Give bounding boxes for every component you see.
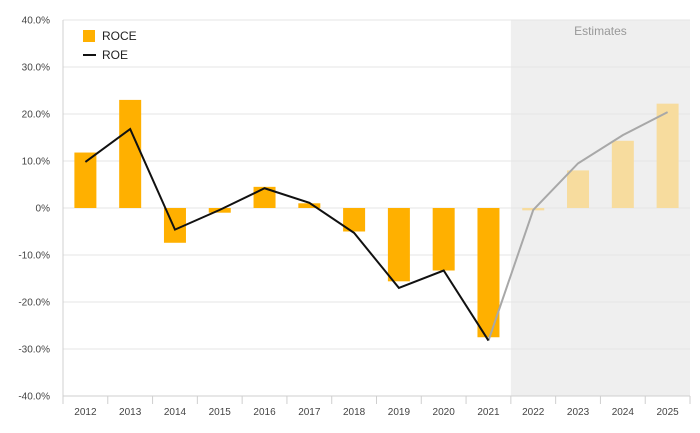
x-tick-label: 2016 <box>253 407 276 418</box>
roce-bar <box>119 99 142 208</box>
legend: ROCE ROE <box>83 29 137 62</box>
x-tick-label: 2019 <box>388 407 411 418</box>
y-tick-label: 10.0% <box>22 157 50 168</box>
x-tick-label: 2014 <box>164 407 187 418</box>
roce-bar <box>387 208 410 282</box>
y-tick-label: 20.0% <box>22 110 50 121</box>
x-tick-label: 2022 <box>522 407 545 418</box>
legend-label-roe: ROE <box>102 48 128 62</box>
x-tick-label: 2020 <box>433 407 456 418</box>
y-tick-label: -30.0% <box>18 345 50 356</box>
y-tick-label: 0% <box>36 204 51 215</box>
x-tick-label: 2023 <box>567 407 590 418</box>
x-tick-label: 2024 <box>612 407 635 418</box>
estimates-label: Estimates <box>574 24 627 38</box>
roce-bar <box>343 208 366 232</box>
roce-bar <box>253 186 276 208</box>
x-tick-label: 2021 <box>477 407 500 418</box>
roce-bar <box>656 103 679 208</box>
roce-bar <box>298 203 321 208</box>
y-tick-label: 30.0% <box>22 63 50 74</box>
roe-line <box>84 111 669 342</box>
y-tick-label: -40.0% <box>18 392 50 403</box>
x-tick-label: 2025 <box>656 407 679 418</box>
y-axis: 40.0% 30.0% 20.0% 10.0% 0% -10.0% -20.0% -30.0%… <box>18 16 64 403</box>
x-tick-label: 2015 <box>209 407 232 418</box>
roce-bar <box>567 170 590 208</box>
legend-label-roce: ROCE <box>102 29 137 43</box>
y-tick-label: 40.0% <box>22 16 50 27</box>
legend-swatch-roce <box>83 30 95 42</box>
x-tick-label: 2017 <box>298 407 321 418</box>
x-tick-label: 2012 <box>74 407 97 418</box>
roe-line-actual <box>84 127 490 342</box>
y-tick-label: -10.0% <box>18 251 50 262</box>
x-axis: 2012 2013 2014 2015 2016 2017 2018 2019 2020 2021… <box>62 395 691 418</box>
x-tick-label: 2018 <box>343 407 366 418</box>
roe-line-estimate <box>487 111 669 341</box>
y-tick-label: -20.0% <box>18 298 50 309</box>
roce-bar <box>477 208 500 338</box>
x-tick-label: 2013 <box>119 407 142 418</box>
roce-bar <box>432 208 455 271</box>
roce-bar <box>74 152 97 208</box>
roce-bar <box>611 140 634 208</box>
